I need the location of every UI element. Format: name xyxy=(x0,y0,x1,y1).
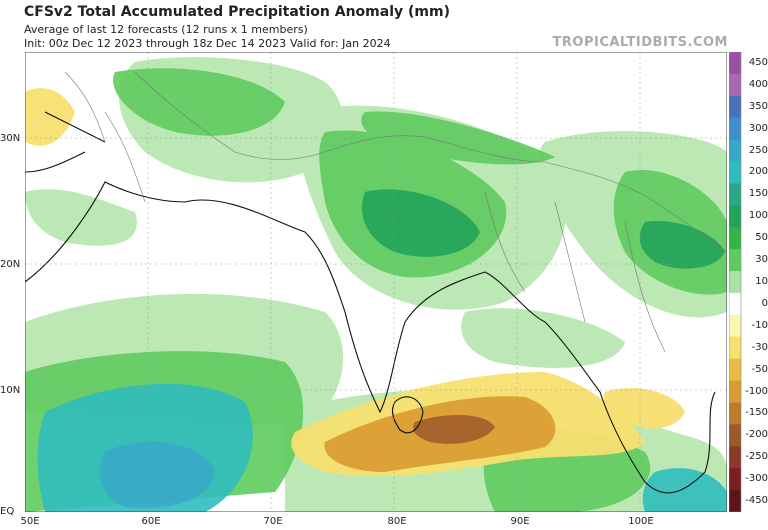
subtitle: Average of last 12 forecasts (12 runs x … xyxy=(24,23,308,36)
colorbar-label: -50 xyxy=(751,363,768,375)
colorbar-label: 250 xyxy=(748,144,768,156)
colorbar-swatch xyxy=(729,336,741,360)
colorbar-swatch xyxy=(729,161,741,184)
colorbar-label: -200 xyxy=(745,429,768,441)
colorbar-swatch xyxy=(729,402,741,425)
header: CFSv2 Total Accumulated Precipitation An… xyxy=(0,0,768,52)
colorbar-swatch xyxy=(729,446,741,469)
colorbar-label: -100 xyxy=(745,385,768,397)
colorbar-label: 200 xyxy=(748,166,768,178)
colorbar-swatch xyxy=(729,249,741,272)
lat-label-10n: 10N xyxy=(0,385,21,396)
colorbar-swatch xyxy=(729,117,741,141)
colorbar-label: 350 xyxy=(748,100,768,112)
colorbar-label: 50 xyxy=(755,232,768,244)
colorbar-swatch xyxy=(729,227,741,250)
colorbar xyxy=(729,52,742,512)
colorbar-swatch xyxy=(729,52,741,75)
colorbar-label: 30 xyxy=(755,254,768,266)
init-time: Init: 00z Dec 12 2023 through 18z Dec 14… xyxy=(24,37,287,50)
lat-label-eq: EQ xyxy=(0,506,15,517)
lon-label-80e: 80E xyxy=(387,516,407,527)
colorbar-label: 10 xyxy=(755,276,768,287)
colorbar-swatch xyxy=(729,271,741,294)
colorbar-swatch xyxy=(729,314,741,338)
colorbar-swatch xyxy=(729,183,741,206)
colorbar-label: -150 xyxy=(745,407,768,419)
colorbar-swatch xyxy=(729,139,741,163)
colorbar-swatch xyxy=(729,205,741,228)
lon-label-60e: 60E xyxy=(141,516,161,527)
lon-label-50e: 50E xyxy=(20,516,40,527)
colorbar-label: 450 xyxy=(748,56,768,68)
colorbar-swatch xyxy=(729,380,741,403)
colorbar-swatch xyxy=(729,292,741,316)
colorbar-label: 0 xyxy=(761,297,768,309)
colorbar-swatch xyxy=(729,490,741,512)
colorbar-swatch xyxy=(729,73,741,97)
colorbar-swatch xyxy=(729,468,741,491)
colorbar-swatch xyxy=(729,95,741,119)
colorbar-label: -300 xyxy=(745,473,768,485)
colorbar-label: -10 xyxy=(751,319,768,331)
lon-label-70e: 70E xyxy=(263,516,283,527)
colorbar-label: -250 xyxy=(745,451,768,463)
colorbar-swatch xyxy=(729,358,741,382)
lat-label-30n: 30N xyxy=(0,133,21,144)
page-title: CFSv2 Total Accumulated Precipitation An… xyxy=(24,4,450,20)
lat-label-20n: 20N xyxy=(0,259,21,270)
lon-label-90e: 90E xyxy=(510,516,530,527)
brand-watermark: TROPICALTIDBITS.COM xyxy=(552,35,728,50)
colorbar-label: -450 xyxy=(745,495,768,507)
colorbar-label: 300 xyxy=(748,122,768,134)
colorbar-label: -30 xyxy=(751,341,768,353)
lon-label-100e: 100E xyxy=(628,516,654,527)
precip-anomaly-map xyxy=(25,52,727,512)
colorbar-label: 400 xyxy=(748,78,768,90)
colorbar-label: 150 xyxy=(748,188,768,200)
colorbar-label: 100 xyxy=(748,210,768,222)
valid-time: Valid for: Jan 2024 xyxy=(290,37,391,50)
colorbar-swatch xyxy=(729,424,741,447)
